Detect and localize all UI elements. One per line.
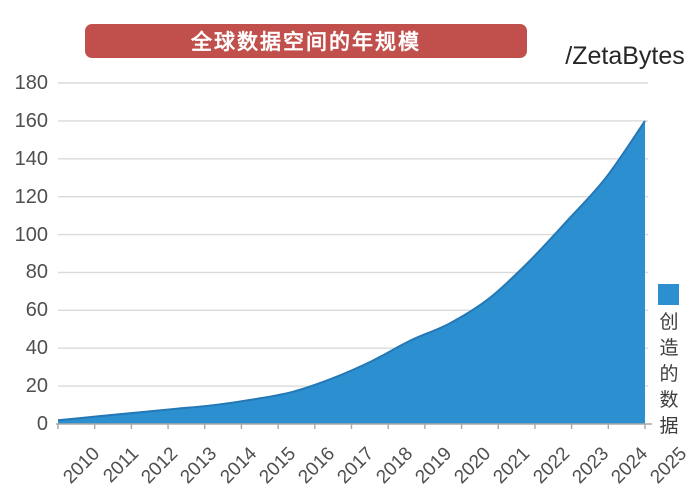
- y-axis-label: 20: [25, 375, 48, 398]
- title-banner: 全球数据空间的年规模: [85, 24, 527, 58]
- legend-label-char: 据: [659, 416, 679, 437]
- y-axis-label: 140: [14, 147, 48, 170]
- legend-label-char: 的: [659, 364, 679, 385]
- data-area: [58, 120, 645, 424]
- y-axis-label: 60: [25, 299, 48, 322]
- legend-swatch-icon: [658, 284, 679, 305]
- y-axis-label: 160: [14, 109, 48, 132]
- unit-label: /ZetaBytes: [565, 42, 685, 70]
- legend-label: 创造的数据: [657, 310, 683, 440]
- y-axis-label: 40: [25, 337, 48, 360]
- y-axis-label: 100: [14, 223, 48, 246]
- y-axis-label: 0: [36, 413, 48, 435]
- y-axis-label: 80: [25, 261, 48, 284]
- legend-label-char: 数: [659, 390, 679, 411]
- chart-title: 全球数据空间的年规模: [191, 31, 421, 54]
- y-axis-label: 180: [14, 72, 48, 94]
- y-axis-label: 120: [14, 185, 48, 208]
- data-line: [57, 120, 646, 422]
- legend-label-char: 创: [659, 312, 679, 333]
- legend-label-char: 造: [659, 338, 679, 359]
- legend: 创造的数据: [657, 284, 683, 440]
